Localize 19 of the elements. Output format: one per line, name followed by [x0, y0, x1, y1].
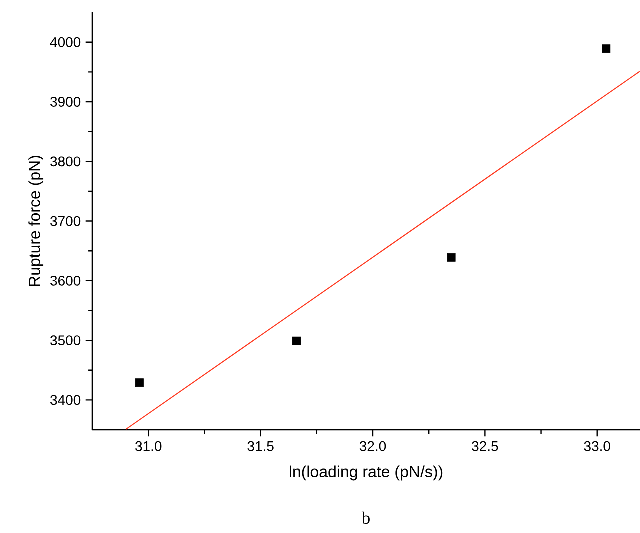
- x-axis-title: ln(loading rate (pN/s)): [290, 466, 443, 481]
- x-tick-label: 33.0: [584, 441, 610, 452]
- x-tick-label: 32.5: [472, 441, 498, 452]
- point: [292, 336, 301, 346]
- point: [602, 44, 611, 54]
- text: b: [362, 512, 370, 524]
- point: [447, 253, 456, 262]
- y-tick-label: 3800: [50, 156, 81, 167]
- y-tick-label: 3400: [50, 395, 81, 406]
- y-tick-label: 4000: [50, 37, 81, 48]
- y-axis-title: Rupture force (pN): [28, 156, 44, 286]
- y-tick-label: 3500: [50, 336, 81, 346]
- y-tick-label: 3700: [50, 216, 81, 226]
- point: [135, 378, 144, 388]
- x-tick-label: 31.5: [248, 441, 274, 452]
- y-tick-label: 3600: [50, 276, 81, 286]
- x-tick-label: 31.0: [136, 441, 162, 452]
- x-tick-label: 32.0: [360, 441, 386, 452]
- y-tick-label: 3900: [50, 97, 81, 107]
